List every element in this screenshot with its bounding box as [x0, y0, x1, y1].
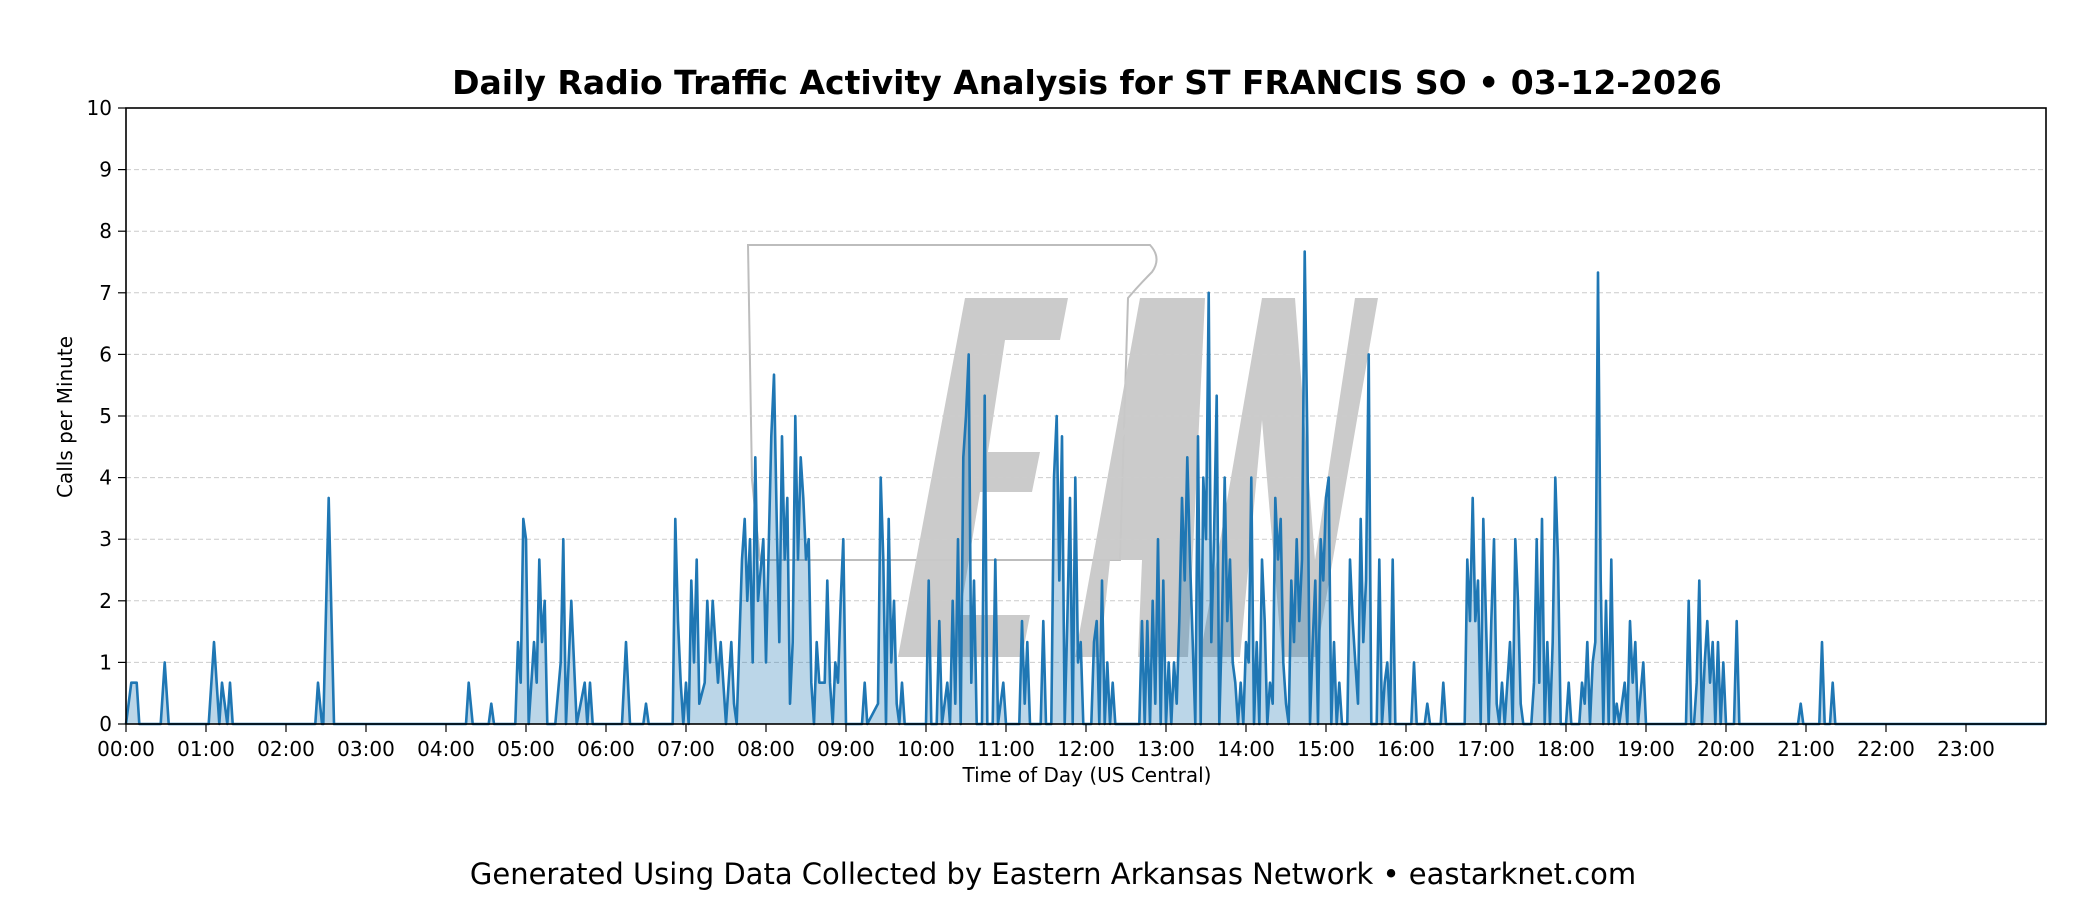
chart-title: Daily Radio Traffic Activity Analysis fo…: [452, 63, 1722, 102]
x-tick-label: 22:00: [1857, 737, 1915, 761]
x-tick-label: 17:00: [1457, 737, 1515, 761]
y-tick-label: 9: [99, 158, 112, 182]
x-tick-label: 11:00: [977, 737, 1035, 761]
y-tick-label: 6: [99, 342, 112, 366]
series-line-group: [124, 250, 2046, 726]
footer-credit: Generated Using Data Collected by Easter…: [470, 857, 1636, 891]
x-tick-label: 23:00: [1937, 737, 1995, 761]
y-tick-label: 4: [99, 466, 112, 490]
y-tick-label: 8: [99, 219, 112, 243]
y-tick-label: 0: [99, 712, 112, 736]
y-tick-label: 3: [99, 527, 112, 551]
y-axis-label: Calls per Minute: [53, 336, 77, 498]
y-tick-label: 5: [99, 404, 112, 428]
x-tick-label: 15:00: [1297, 737, 1355, 761]
y-tick-label: 7: [99, 281, 112, 305]
x-tick-label: 20:00: [1697, 737, 1755, 761]
y-tick-label: 1: [99, 650, 112, 674]
y-axis: 0 1 2 3 4 5 6 7 8 9 10: [87, 96, 126, 736]
x-tick-label: 02:00: [257, 737, 315, 761]
x-tick-label: 01:00: [177, 737, 235, 761]
x-tick-label: 05:00: [497, 737, 555, 761]
x-axis-label: Time of Day (US Central): [962, 763, 1212, 787]
x-tick-label: 00:00: [97, 737, 155, 761]
x-tick-label: 10:00: [897, 737, 955, 761]
x-tick-label: 13:00: [1137, 737, 1195, 761]
x-tick-label: 03:00: [337, 737, 395, 761]
series-line: [124, 250, 2046, 726]
x-tick-label: 08:00: [737, 737, 795, 761]
x-tick-label: 16:00: [1377, 737, 1435, 761]
y-tick-label: 10: [87, 96, 112, 120]
x-tick-label: 18:00: [1537, 737, 1595, 761]
x-tick-label: 07:00: [657, 737, 715, 761]
x-tick-label: 04:00: [417, 737, 475, 761]
x-tick-label: 19:00: [1617, 737, 1675, 761]
x-tick-label: 09:00: [817, 737, 875, 761]
x-tick-label: 21:00: [1777, 737, 1835, 761]
gridlines: [126, 169, 2046, 663]
x-axis: 00:00 01:00 02:00 03:00 04:00 05:00 06:00 07:00…: [97, 724, 1995, 761]
y-tick-label: 2: [99, 589, 112, 613]
x-tick-label: 12:00: [1057, 737, 1115, 761]
x-tick-label: 06:00: [577, 737, 635, 761]
x-tick-label: 14:00: [1217, 737, 1275, 761]
